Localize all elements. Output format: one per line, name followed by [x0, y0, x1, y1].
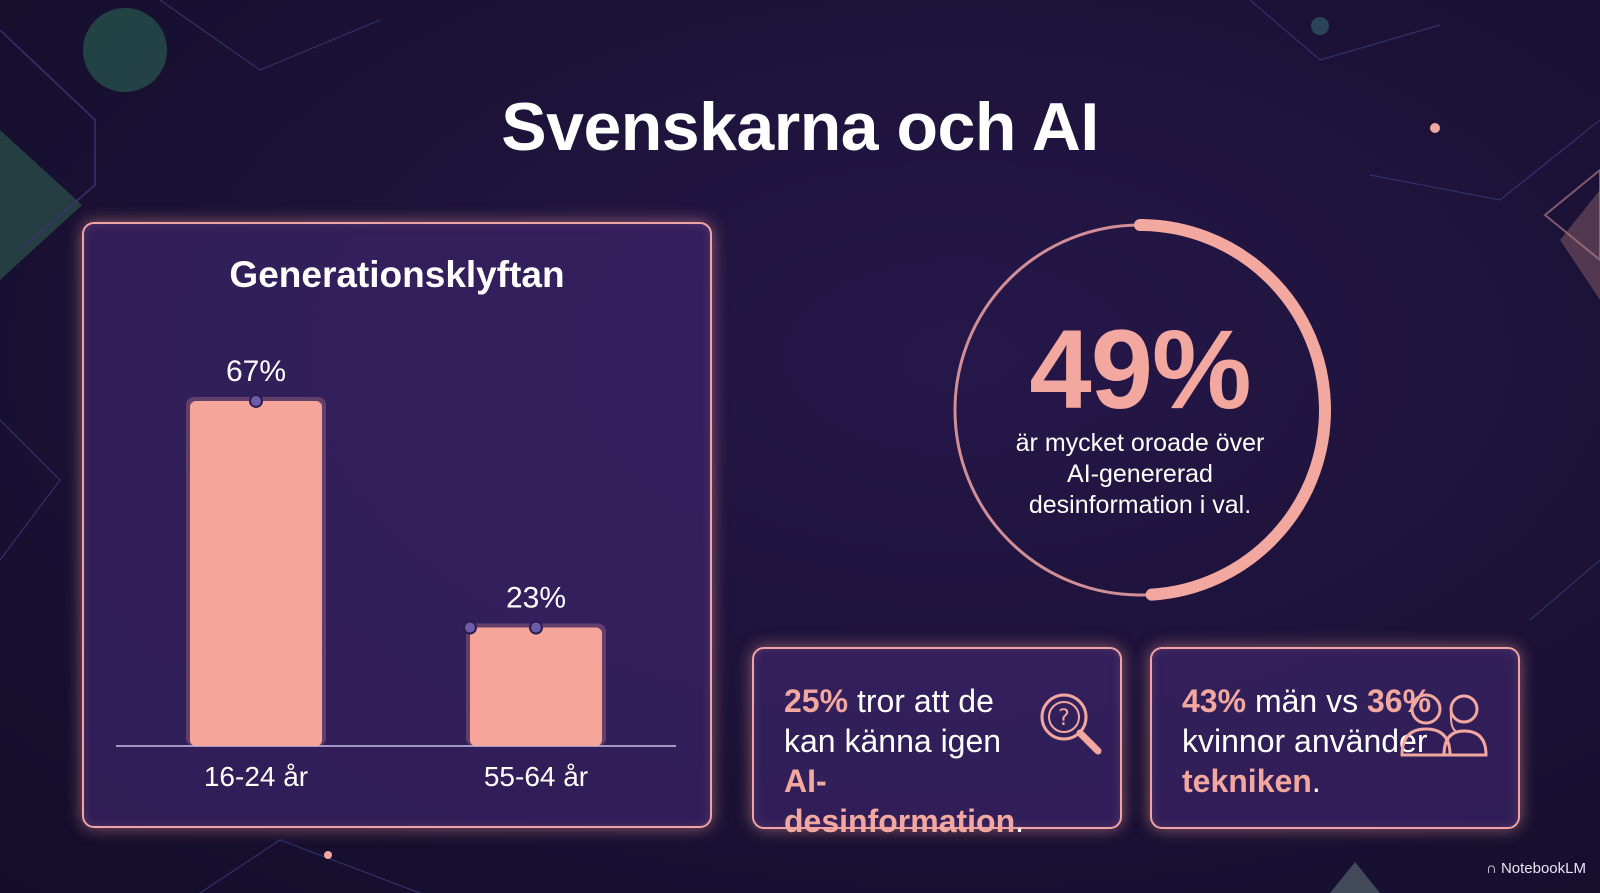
stat-card-gender: 43% män vs 36% kvinnor använder tekniken…	[1150, 647, 1520, 829]
stat-card-recognize: 25% tror att de kan känna igen AI-desinf…	[752, 647, 1122, 839]
stat-text-end: .	[1015, 803, 1025, 839]
bar-marker	[529, 620, 543, 635]
stat-card-gender-text: 43% män vs 36% kvinnor använder tekniken…	[1182, 681, 1442, 801]
stat-text-part-2: kvinnor använder	[1182, 723, 1428, 759]
bar-value-label: 23%	[506, 582, 566, 615]
stat-card-recognize-text: 25% tror att de kan känna igen AI-desinf…	[784, 681, 1044, 841]
magnifier-question-icon: ?	[1040, 693, 1102, 755]
bar-marker	[463, 620, 477, 635]
ring-description: är mycket oroade över AI-genererad desin…	[1015, 429, 1265, 519]
bar-0	[190, 400, 322, 746]
bar-marker	[249, 393, 263, 408]
stat-emphasis: tekniken	[1182, 763, 1312, 799]
ring-value: 49%	[1029, 307, 1251, 432]
svg-text:?: ?	[1058, 706, 1070, 731]
people-icon	[1400, 693, 1488, 757]
stat-value-women: 36%	[1366, 683, 1432, 719]
stat-text-part: män vs	[1246, 683, 1367, 719]
chart-panel: Generationsklyftan 67% 16-24 år 23% 55-64 å…	[82, 222, 712, 828]
stat-emphasis: AI-desinformation	[784, 763, 1016, 839]
stat-text-end: .	[1311, 763, 1321, 799]
stat-value-men: 43%	[1182, 683, 1247, 719]
brand-label: NotebookLM	[1500, 860, 1586, 877]
page-title: Svenskarna och AI	[501, 89, 1099, 165]
ring-progress-arc	[1134, 219, 1331, 601]
notebooklm-brand: ∩ NotebookLM	[1485, 860, 1586, 877]
category-label: 55-64 år	[484, 761, 588, 792]
bar-value-label: 67%	[226, 355, 286, 388]
stat-value: 25%	[784, 683, 849, 719]
bar-1	[470, 627, 602, 746]
chart-title: Generationsklyftan	[229, 254, 565, 295]
ring-stat: 49% är mycket oroade över AI-genererad d…	[940, 210, 1340, 610]
category-label: 16-24 år	[204, 761, 308, 792]
ring-gauge	[953, 219, 1331, 601]
bar-chart: 67% 16-24 år 23% 55-64 år	[116, 355, 676, 792]
stat-text-part: tror att de kan känna igen	[784, 683, 1002, 759]
